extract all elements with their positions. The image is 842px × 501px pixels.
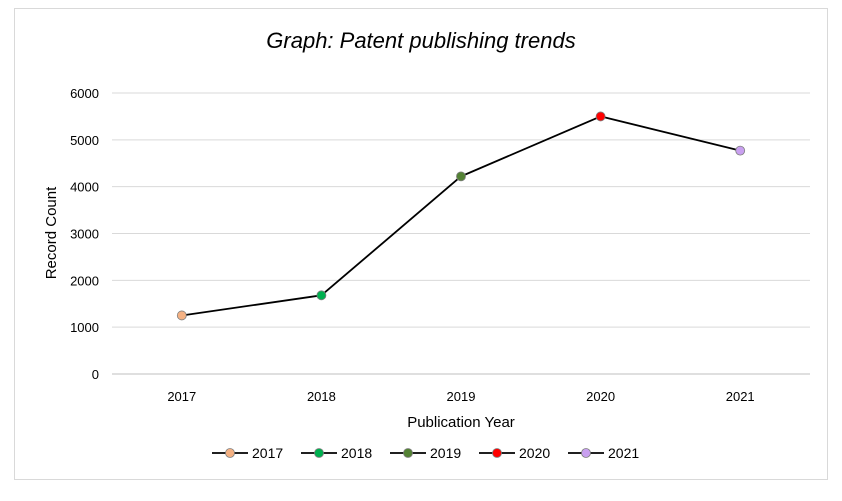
x-tick-label: 2018 — [307, 389, 336, 404]
data-point — [316, 290, 327, 301]
y-tick-label: 4000 — [70, 180, 99, 195]
y-tick-label: 2000 — [70, 273, 99, 288]
legend-marker — [581, 448, 591, 458]
legend-label: 2020 — [519, 445, 550, 461]
x-tick-label: 2020 — [586, 389, 615, 404]
data-point — [595, 111, 606, 122]
data-points — [176, 111, 746, 321]
series-line-segment — [600, 115, 741, 152]
data-point — [456, 171, 466, 182]
series-line — [181, 115, 741, 317]
y-tick-label: 1000 — [70, 320, 99, 335]
series-line-segment — [181, 294, 322, 317]
legend-marker — [403, 448, 413, 458]
y-tick-label: 5000 — [70, 133, 99, 148]
x-tick-label: 2017 — [167, 389, 196, 404]
legend-label: 2019 — [430, 445, 461, 461]
y-tick-label: 6000 — [70, 86, 99, 101]
legend-label: 2018 — [341, 445, 372, 461]
series-line-segment — [320, 175, 462, 297]
y-tick-label: 0 — [92, 367, 99, 382]
series-line-segment — [460, 115, 601, 178]
legend-marker — [314, 448, 324, 458]
chart-title: Graph: Patent publishing trends — [266, 28, 575, 53]
x-tick-label: 2019 — [447, 389, 476, 404]
legend: 2017 2018 2019 2020 2021 — [212, 445, 639, 461]
legend-label: 2021 — [608, 445, 639, 461]
y-tick-label: 3000 — [70, 227, 99, 242]
y-axis-label: Record Count — [43, 186, 60, 279]
gridlines — [112, 92, 810, 375]
y-tick-labels: 0 1000 2000 3000 4000 5000 6000 — [70, 86, 99, 382]
data-point — [735, 145, 746, 156]
legend-marker — [225, 448, 235, 458]
x-tick-labels: 2017 2018 2019 2020 2021 — [167, 389, 754, 404]
data-point — [176, 310, 187, 321]
legend-marker — [492, 448, 502, 458]
x-tick-label: 2021 — [726, 389, 755, 404]
chart-frame — [14, 8, 828, 480]
x-axis-label: Publication Year — [407, 414, 515, 431]
legend-label: 2017 — [252, 445, 283, 461]
